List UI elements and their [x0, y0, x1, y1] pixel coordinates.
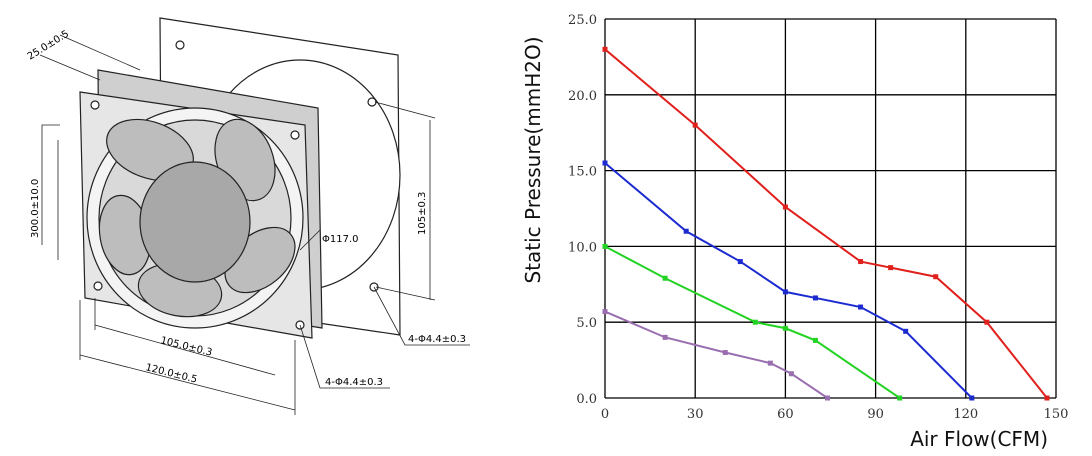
- point: [602, 160, 608, 166]
- hub: [139, 161, 251, 283]
- curve: [604, 310, 829, 399]
- fan-drawing: [39, 17, 470, 415]
- point: [662, 334, 668, 340]
- point: [722, 350, 728, 356]
- point: [662, 275, 668, 281]
- dim-label: 120.0±0.5: [144, 362, 198, 385]
- x-tick-label: 60: [777, 407, 794, 422]
- dim-label: 4-Φ4.4±0.3: [408, 334, 466, 345]
- pq-chart: 0 30 60 90 120 150 0.0 5.0 10.0 15.0 20.0 25.0: [568, 13, 1068, 422]
- point: [788, 371, 794, 377]
- x-tick-label: 0: [601, 407, 609, 422]
- point: [858, 259, 864, 265]
- dim-label: 105.0±0.3: [159, 335, 213, 358]
- point: [897, 395, 903, 401]
- point: [752, 319, 758, 325]
- point: [692, 122, 698, 128]
- y-tick-label: 5.0: [576, 316, 597, 331]
- x-tick-label: 30: [687, 407, 704, 422]
- y-tick-label: 0.0: [576, 392, 597, 407]
- point: [767, 360, 773, 366]
- curve: [604, 48, 1048, 399]
- dimension-lines: [39, 34, 470, 415]
- point: [824, 395, 830, 401]
- y-axis-label: Static Pressure(mmH2O): [521, 36, 545, 283]
- point: [602, 243, 608, 249]
- y-tick-label: 10.0: [568, 240, 597, 255]
- point: [812, 295, 818, 301]
- point: [933, 274, 939, 280]
- x-tick-label: 120: [953, 407, 978, 422]
- point: [812, 337, 818, 343]
- x-tick-label: 90: [867, 407, 884, 422]
- point: [984, 319, 990, 325]
- x-axis-label: Air Flow(CFM): [910, 427, 1048, 451]
- point: [737, 259, 743, 265]
- curve: [604, 245, 901, 399]
- blades: [98, 118, 296, 318]
- point: [858, 304, 864, 310]
- point: [683, 228, 689, 234]
- point: [782, 204, 788, 210]
- point: [782, 325, 788, 331]
- dim-label: 4-Φ4.4±0.3: [325, 377, 383, 388]
- dim-label: 105±0.3: [417, 192, 428, 235]
- dim-label: 300.0±10.0: [30, 179, 41, 238]
- y-tick-label: 20.0: [568, 89, 597, 104]
- hole: [367, 97, 377, 107]
- x-tick-label: 150: [1044, 407, 1069, 422]
- y-tick-label: 15.0: [568, 165, 597, 180]
- point: [602, 309, 608, 315]
- dim-label: 25.0±0.5: [26, 29, 71, 63]
- point: [969, 395, 975, 401]
- hole: [175, 40, 185, 50]
- point: [903, 328, 909, 334]
- point: [602, 46, 608, 52]
- point: [1044, 395, 1050, 401]
- dim-label: Φ117.0: [322, 234, 359, 245]
- y-tick-label: 25.0: [568, 13, 597, 28]
- curve: [604, 162, 973, 399]
- point: [888, 265, 894, 271]
- point: [782, 289, 788, 295]
